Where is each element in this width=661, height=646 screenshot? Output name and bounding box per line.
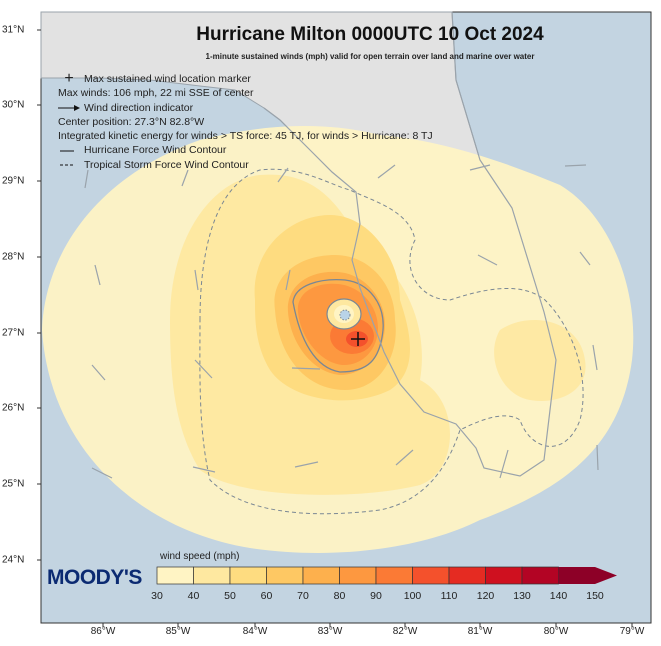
colorbar-title: wind speed (mph) <box>160 551 240 562</box>
colorbar-swatch <box>558 567 617 584</box>
wind-arrow <box>91 467 113 479</box>
lat-label: 26°N <box>2 402 25 414</box>
lat-label: 30°N <box>2 99 25 111</box>
lon-label: 82°W <box>392 626 418 637</box>
legend: + Max sustained wind location marker Max … <box>58 70 433 172</box>
colorbar-tick-label: 110 <box>440 590 458 602</box>
legend-max-winds: Max winds: 106 mph, 22 mi SSE of center <box>58 87 254 100</box>
lon-label: 79°W <box>619 626 645 637</box>
moodys-logo: MOODY'S <box>47 566 142 589</box>
colorbar-swatch <box>375 566 413 585</box>
colorbar-tick-label: 90 <box>370 590 382 602</box>
colorbar-swatch <box>266 566 304 585</box>
colorbar-swatch <box>521 566 559 585</box>
lat-label: 25°N <box>2 478 25 490</box>
legend-hurricane-contour: Hurricane Force Wind Contour <box>84 144 227 157</box>
lon-label: 81°W <box>467 626 493 637</box>
colorbar-tick-label: 140 <box>549 590 568 602</box>
wind-arrow <box>192 466 216 473</box>
lat-label: 31°N <box>2 24 25 36</box>
wind-arrow <box>477 254 498 266</box>
legend-max-marker: Max sustained wind location marker <box>84 73 251 85</box>
wind-arrow <box>377 164 396 179</box>
dashed-line-icon <box>60 164 74 166</box>
wind-arrow <box>596 444 599 471</box>
peninsula-coast <box>263 11 557 477</box>
colorbar-tick-label: 30 <box>151 590 163 602</box>
hurricane-force-contour <box>292 279 384 373</box>
wind-field <box>42 125 634 553</box>
wind-arrow <box>277 167 289 183</box>
wind-arrow <box>181 169 189 187</box>
lat-label: 28°N <box>2 251 25 263</box>
wind-arrow <box>579 251 591 266</box>
lon-label: 83°W <box>317 626 343 637</box>
wind-arrow <box>592 344 598 371</box>
legend-ike: Integrated kinetic energy for winds > TS… <box>58 130 433 143</box>
colorbar-tick-label: 150 <box>586 590 604 602</box>
lon-label: 86°W <box>90 626 116 637</box>
max-wind-marker <box>351 332 365 346</box>
lon-label: 84°W <box>242 626 268 637</box>
colorbar-tick-label: 40 <box>187 590 200 602</box>
colorbar-swatch <box>339 566 377 585</box>
colorbar-tick-label: 130 <box>513 590 531 602</box>
wind-arrow <box>294 461 319 468</box>
wind-arrow <box>91 364 106 381</box>
legend-center-position: Center position: 27.3°N 82.8°W <box>58 115 205 128</box>
colorbar-tick-label: 60 <box>260 590 273 602</box>
colorbar-tick-label: 100 <box>403 590 422 602</box>
arrow-icon <box>58 104 80 111</box>
plus-marker-icon: + <box>64 70 74 88</box>
eye-center <box>339 309 351 321</box>
lat-label: 24°N <box>2 554 25 566</box>
lon-label: 85°W <box>165 626 191 637</box>
wind-arrow <box>499 449 509 479</box>
lon-label: 80°W <box>543 626 569 637</box>
colorbar <box>156 566 617 585</box>
wind-arrow <box>564 164 587 167</box>
wind-arrow <box>285 269 291 291</box>
wind-arrow <box>194 269 199 291</box>
colorbar-swatch <box>229 566 267 585</box>
legend-wind-direction: Wind direction indicator <box>84 101 194 114</box>
map-title: Hurricane Milton 0000UTC 10 Oct 2024 <box>196 24 544 45</box>
colorbar-swatch <box>302 566 340 585</box>
colorbar-tick-label: 80 <box>333 590 346 602</box>
map-subtitle: 1-minute sustained winds (mph) valid for… <box>205 52 535 61</box>
wind-arrow <box>194 359 213 379</box>
wind-arrow <box>291 367 321 370</box>
wind-arrow <box>469 164 491 171</box>
colorbar-tick-label: 70 <box>297 590 309 602</box>
wind-arrow <box>94 264 101 286</box>
colorbar-tick-label: 120 <box>476 590 495 602</box>
legend-ts-contour: Tropical Storm Force Wind Contour <box>84 158 249 171</box>
lat-label: 29°N <box>2 175 25 187</box>
colorbar-swatch <box>485 566 523 585</box>
colorbar-swatch <box>193 566 231 585</box>
colorbar-swatch <box>412 566 450 585</box>
wind-direction-arrows <box>84 164 599 479</box>
wind-arrow <box>395 449 414 466</box>
colorbar-swatch <box>156 566 194 585</box>
ts-force-contour <box>199 168 584 515</box>
lat-label: 27°N <box>2 327 25 339</box>
axis-ticks <box>37 29 633 627</box>
wind-arrow <box>84 169 89 189</box>
colorbar-swatch <box>448 566 486 585</box>
wind-40-50-east <box>494 320 586 401</box>
colorbar-tick-label: 50 <box>224 590 236 602</box>
solid-line-icon <box>60 150 74 152</box>
